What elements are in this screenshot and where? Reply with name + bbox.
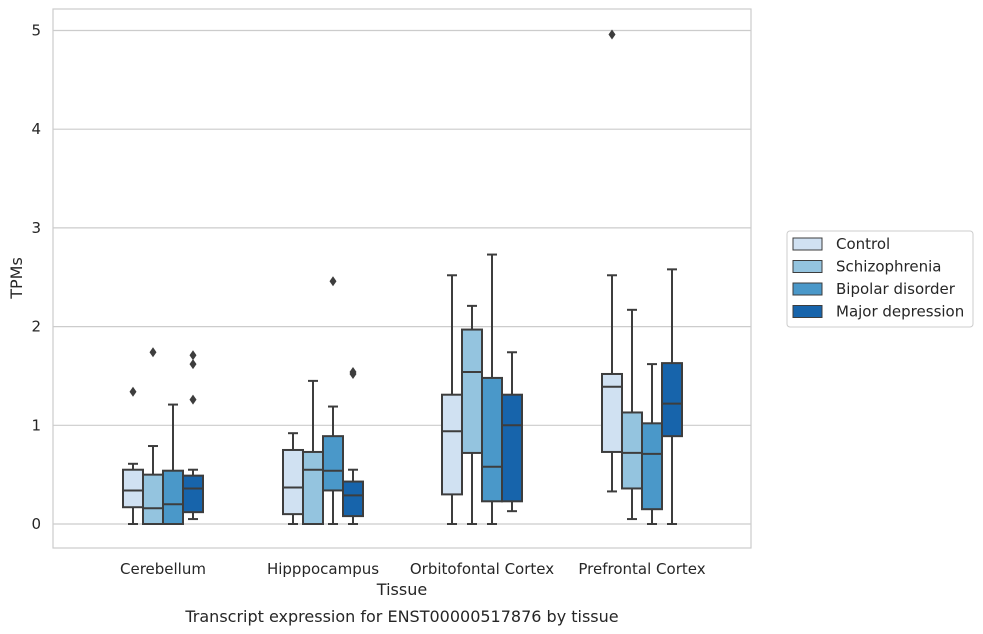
outlier-point [189, 394, 197, 405]
box-schizophrenia [621, 308, 643, 521]
legend-item: Control [792, 235, 890, 253]
box-schizophrenia [142, 347, 164, 525]
box [501, 393, 523, 503]
box-bipolar-disorder [162, 403, 184, 525]
x-tick-label: Prefrontal Cortex [578, 560, 705, 578]
box-major-depression [501, 351, 523, 513]
outlier-point [329, 276, 337, 287]
box-bipolar-disorder [641, 363, 663, 525]
x-tick-label: Cerebellum [120, 560, 206, 578]
box [621, 411, 643, 490]
legend-item: Schizophrenia [792, 258, 941, 276]
box [481, 376, 503, 503]
y-tick-label: 3 [31, 219, 41, 237]
grid-lines [53, 29, 751, 525]
legend-label: Control [836, 235, 890, 253]
y-tick-label: 2 [31, 318, 41, 336]
box-schizophrenia [461, 304, 483, 525]
box-control [601, 29, 623, 493]
legend-label: Bipolar disorder [836, 280, 956, 298]
legend-swatch [792, 260, 823, 273]
plot-area-frame [52, 8, 752, 549]
legend-item: Bipolar disorder [792, 280, 956, 298]
y-axis-title: TPMs [7, 257, 26, 300]
box [342, 480, 364, 518]
legend-swatch [792, 305, 823, 318]
box-schizophrenia [302, 379, 324, 526]
outlier-point [189, 350, 197, 361]
box [641, 422, 663, 511]
outlier-point [608, 29, 616, 40]
box [322, 435, 344, 492]
legend-items: Control Schizophrenia Bipolar disorder Majo… [792, 235, 964, 321]
box [282, 448, 304, 516]
x-tick-label: Orbitofontal Cortex [410, 560, 554, 578]
outlier-point [189, 359, 197, 370]
box [162, 469, 184, 525]
box-bipolar-disorder [322, 276, 344, 525]
box [122, 468, 144, 509]
y-tick-label: 4 [31, 120, 41, 138]
box-major-depression [182, 350, 204, 521]
y-tick-label: 0 [31, 515, 41, 533]
legend: Control Schizophrenia Bipolar disorder Majo… [786, 230, 974, 328]
box [441, 393, 463, 496]
box-major-depression [661, 268, 683, 525]
legend-label: Schizophrenia [836, 258, 941, 276]
outlier-point [149, 347, 157, 358]
box-control [441, 274, 463, 525]
box [142, 473, 164, 525]
box [461, 328, 483, 454]
x-axis-ticks: Cerebellum Hipppocampus Orbitofontal Corte… [120, 560, 706, 578]
legend-swatch [792, 237, 823, 251]
box-bipolar-disorder [481, 253, 503, 525]
x-axis-title: Tissue [376, 580, 427, 599]
legend-label: Major depression [836, 303, 964, 321]
legend-swatch [792, 282, 823, 296]
box [661, 362, 683, 438]
legend-frame [786, 230, 974, 328]
outlier-point [349, 367, 357, 378]
box [601, 372, 623, 453]
box [302, 450, 324, 526]
chart-title: Transcript expression for ENST0000051787… [184, 607, 618, 626]
y-tick-label: 5 [31, 22, 41, 40]
x-tick-label: Hipppocampus [267, 560, 379, 578]
y-axis-ticks: 0 1 2 3 4 5 [31, 22, 41, 534]
box [182, 474, 204, 514]
outlier-point [129, 386, 137, 397]
legend-item: Major depression [792, 303, 964, 321]
box-major-depression [342, 367, 364, 525]
box-control [282, 432, 304, 525]
box-control [122, 386, 144, 525]
box-groups [122, 29, 683, 526]
y-tick-label: 1 [31, 416, 41, 434]
